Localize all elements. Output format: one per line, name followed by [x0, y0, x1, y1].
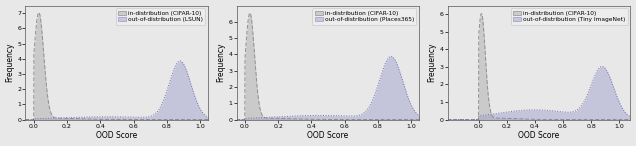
Y-axis label: Frequency: Frequency	[217, 43, 226, 82]
Legend: in-distribution (CIFAR-10), out-of-distribution (Tiny ImageNet): in-distribution (CIFAR-10), out-of-distr…	[511, 8, 628, 25]
Legend: in-distribution (CIFAR-10), out-of-distribution (Places365): in-distribution (CIFAR-10), out-of-distr…	[312, 8, 417, 25]
Y-axis label: Frequency: Frequency	[6, 43, 15, 82]
X-axis label: OOD Score: OOD Score	[307, 131, 349, 140]
Legend: in-distribution (CIFAR-10), out-of-distribution (LSUN): in-distribution (CIFAR-10), out-of-distr…	[116, 8, 205, 25]
X-axis label: OOD Score: OOD Score	[96, 131, 137, 140]
X-axis label: OOD Score: OOD Score	[518, 131, 560, 140]
Y-axis label: Frequency: Frequency	[427, 43, 437, 82]
